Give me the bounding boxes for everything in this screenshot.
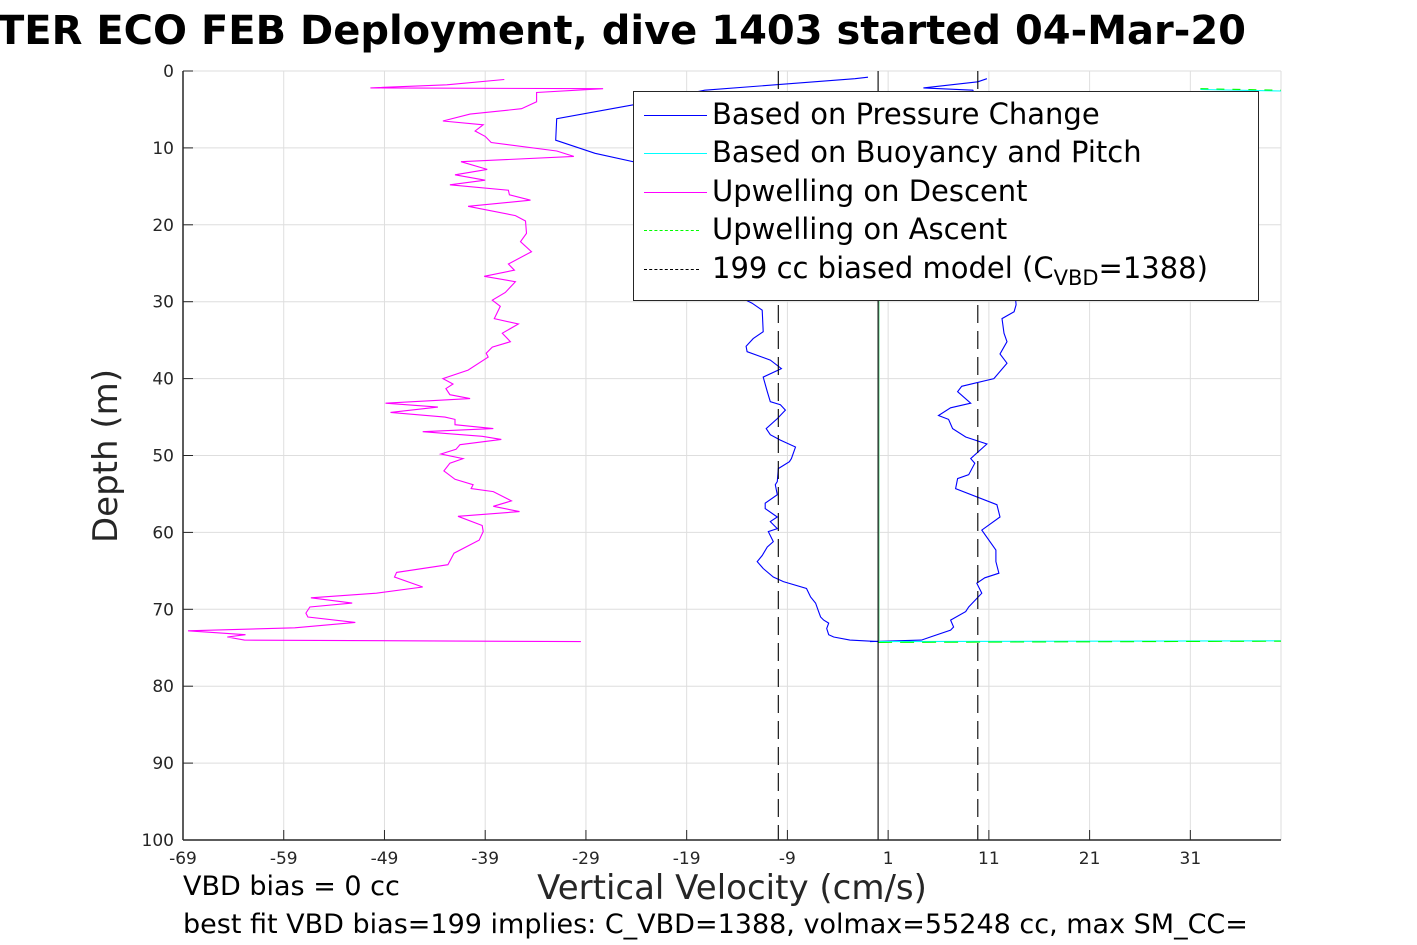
x-tick-label: -49	[371, 849, 399, 869]
axes	[182, 70, 1281, 841]
series-based-on-pressure-change-descent	[555, 76, 879, 643]
y-axis-label: Depth (m)	[86, 369, 126, 543]
legend-swatch	[644, 230, 699, 231]
legend-item-upwelling-ascent: Upwelling on Ascent	[634, 212, 1258, 250]
legend-swatch	[644, 153, 707, 154]
legend-swatch	[644, 115, 707, 116]
y-tick-label: 30	[152, 293, 174, 313]
x-tick-label: -59	[270, 849, 298, 869]
legend-item-upwelling-descent: Upwelling on Descent	[634, 174, 1258, 212]
series-upwelling-on-descent	[187, 78, 604, 643]
legend-label: Upwelling on Descent	[712, 174, 1028, 208]
tick-labels: -69 -59 -49 -39 -29 -19 -9 1 11 21 310102030405060…	[142, 62, 1202, 869]
chart-title: TER ECO FEB Deployment, dive 1403 starte…	[0, 8, 1247, 54]
x-axis-label: Vertical Velocity (cm/s)	[537, 868, 927, 908]
x-tick-label: -29	[572, 849, 600, 869]
y-tick-label: 20	[152, 216, 174, 236]
y-tick-label: 10	[152, 139, 174, 159]
series-based-on-buoyancy-and-pitch	[1200, 88, 1282, 92]
vbd-bias-note: VBD bias = 0 cc	[183, 871, 400, 902]
series-based-on-pressure-change-ascent	[869, 78, 1017, 643]
x-tick-label: 21	[1079, 849, 1101, 869]
legend-label-pre: 199 cc biased model (C	[712, 251, 1054, 285]
legend-item-pressure: Based on Pressure Change	[634, 97, 1258, 135]
y-tick-label: 90	[152, 754, 174, 774]
legend-label: Based on Pressure Change	[712, 97, 1100, 131]
legend-label: Based on Buoyancy and Pitch	[712, 135, 1142, 169]
legend-swatch	[644, 269, 699, 270]
legend-swatch	[644, 192, 707, 193]
legend-label-post: =1388)	[1098, 251, 1208, 285]
y-tick-label: 50	[152, 447, 174, 467]
legend: Based on Pressure Change Based on Buoyan…	[633, 91, 1259, 301]
legend-label: 199 cc biased model (CVBD=1388)	[712, 251, 1208, 290]
legend-label-sub: VBD	[1053, 266, 1099, 290]
legend-item-buoyancy: Based on Buoyancy and Pitch	[634, 135, 1258, 173]
series-upwelling-on-ascent	[1200, 88, 1282, 91]
best-fit-note: best fit VBD bias=199 implies: C_VBD=138…	[183, 909, 1248, 940]
x-tick-label: 1	[883, 849, 894, 869]
y-tick-label: 40	[152, 370, 174, 390]
y-tick-label: 60	[152, 523, 174, 543]
y-tick-label: 80	[152, 677, 174, 697]
legend-item-biased-model: 199 cc biased model (CVBD=1388)	[634, 251, 1258, 290]
legend-label: Upwelling on Ascent	[712, 212, 1008, 246]
x-tick-label: -69	[169, 849, 197, 869]
x-tick-label: -19	[673, 849, 701, 869]
y-tick-label: 0	[163, 62, 174, 82]
x-tick-label: 11	[978, 849, 1000, 869]
x-tick-label: -9	[779, 849, 796, 869]
y-tick-label: 100	[142, 831, 174, 851]
series-upwelling-on-ascent-bottom	[878, 640, 1282, 643]
x-tick-label: -39	[471, 849, 499, 869]
y-tick-label: 70	[152, 600, 174, 620]
x-tick-label: 31	[1180, 849, 1202, 869]
